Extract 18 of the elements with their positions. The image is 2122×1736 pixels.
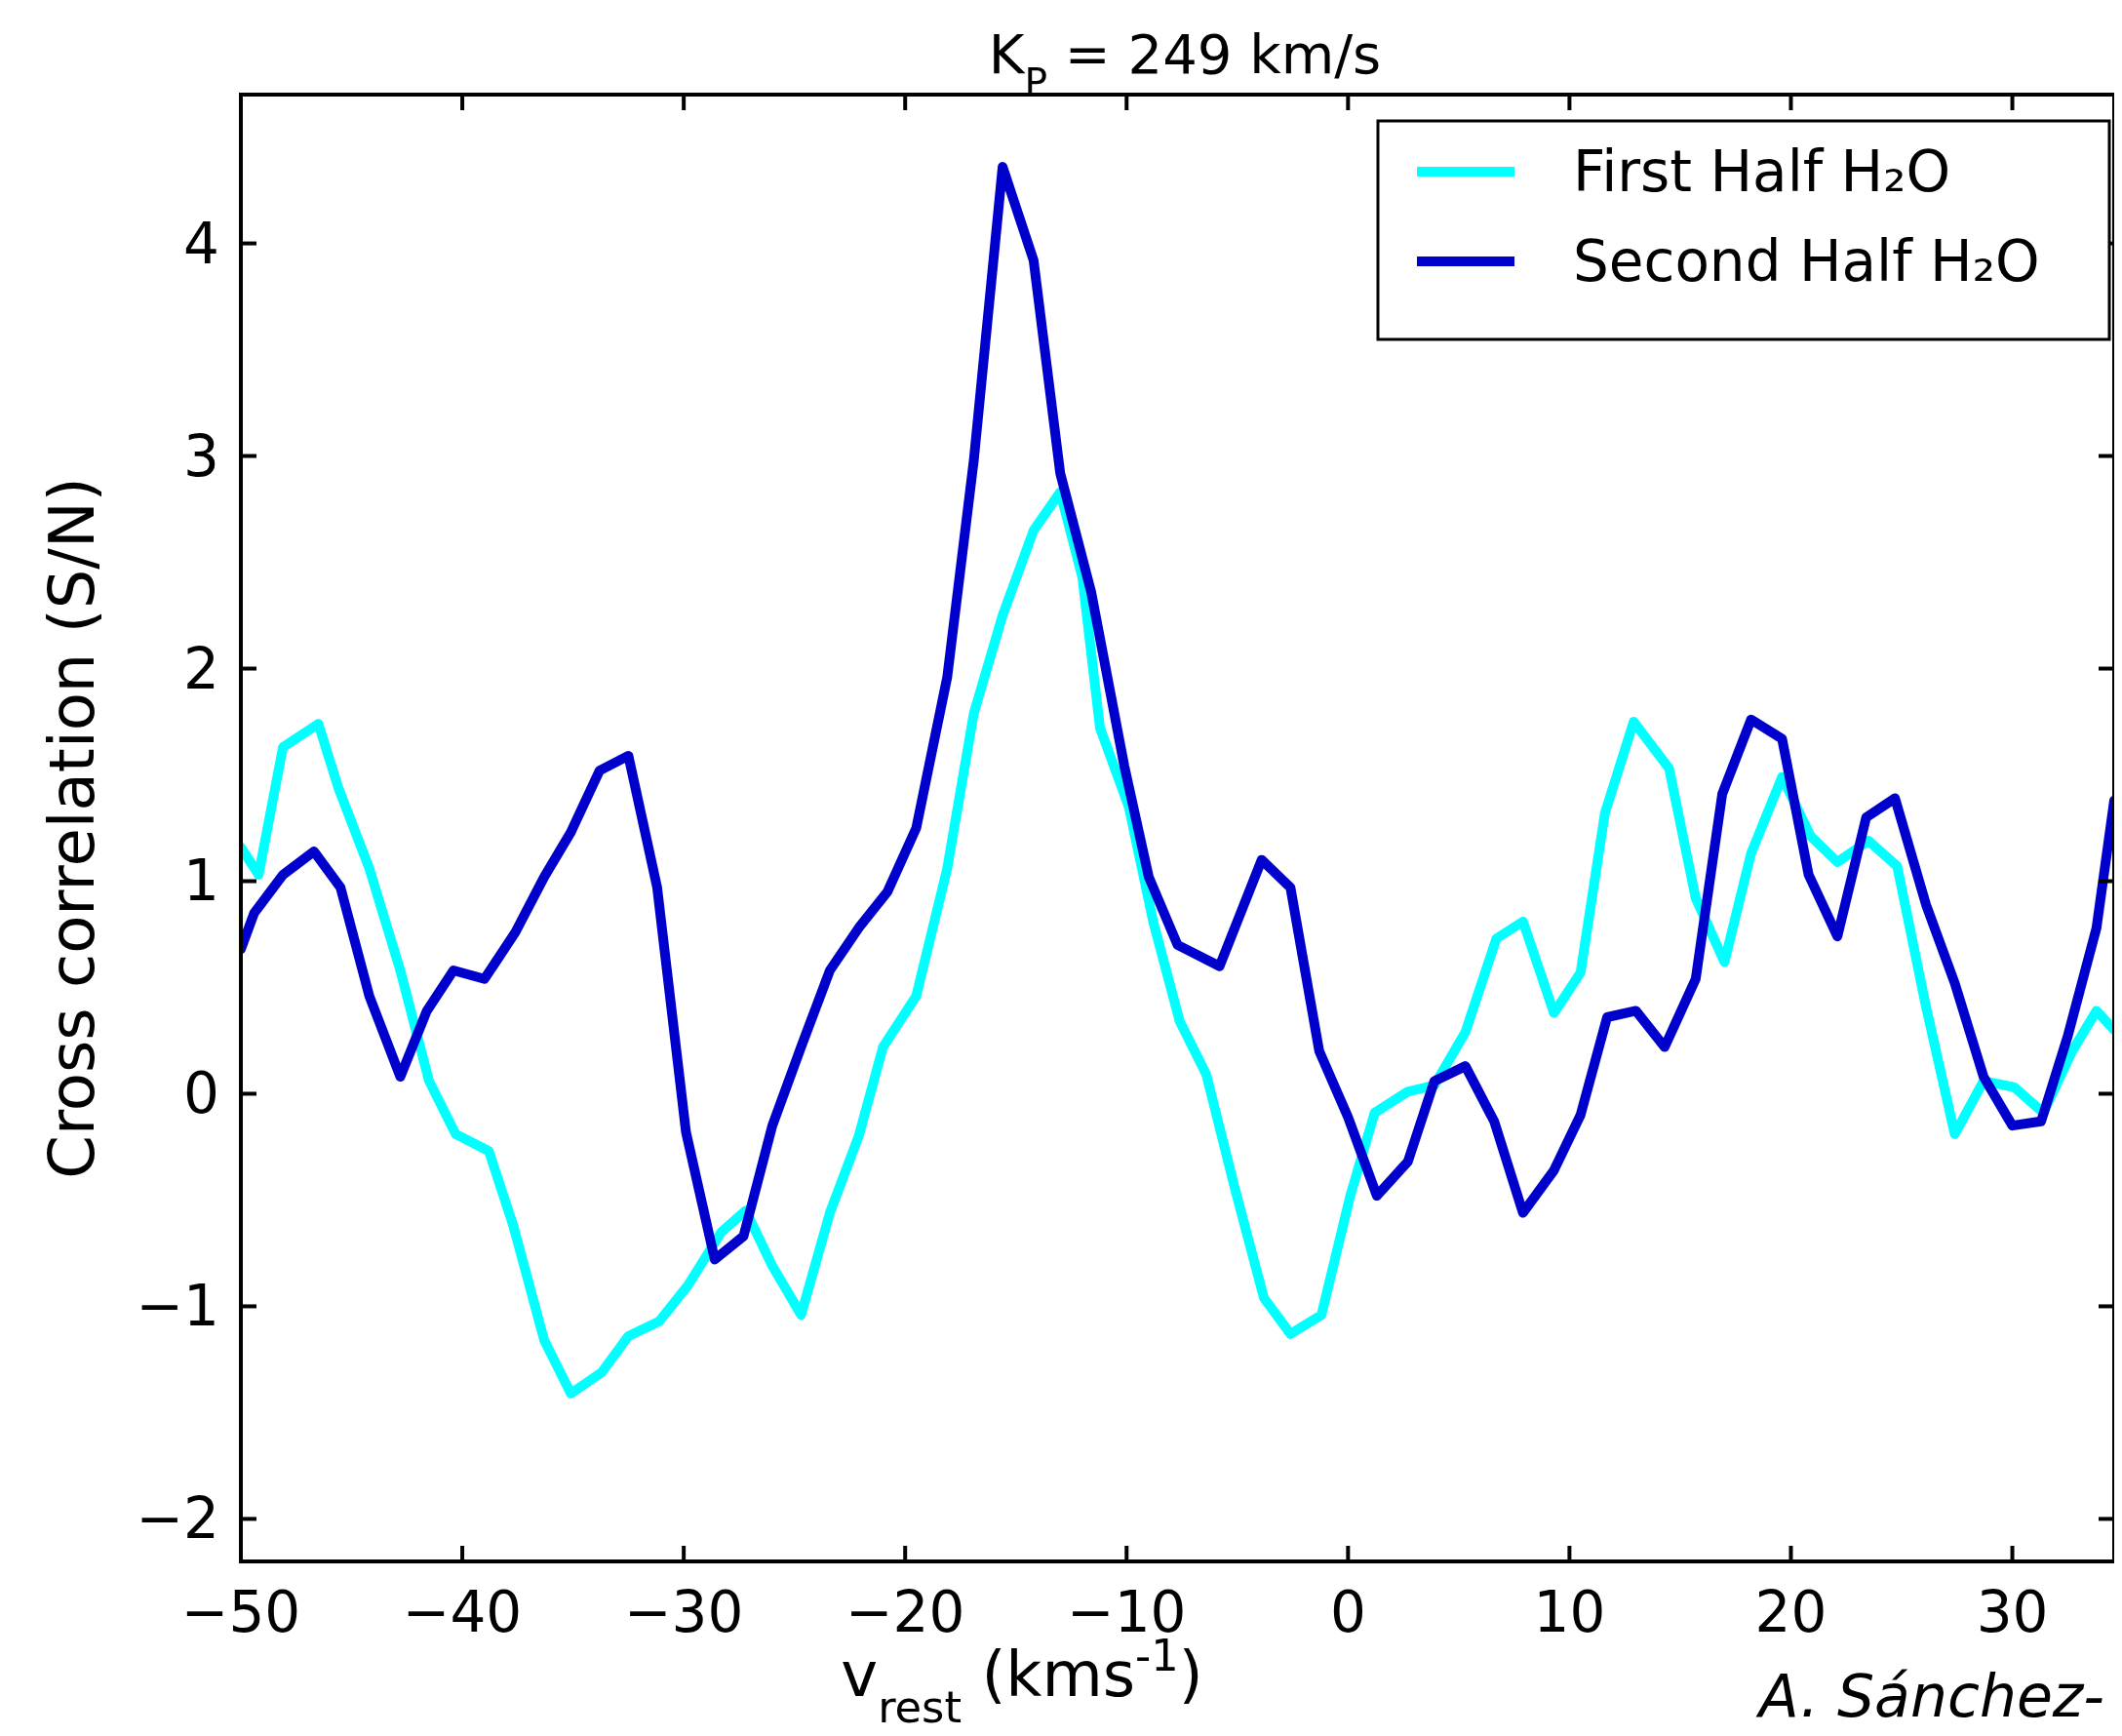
y-tick-label: 4 xyxy=(183,210,219,277)
x-tick-label: 10 xyxy=(1533,1579,1606,1645)
y-tick-label: 2 xyxy=(183,635,219,702)
x-tick-label: −50 xyxy=(180,1579,301,1645)
y-tick-label: 0 xyxy=(183,1060,219,1127)
y-tick-label: −2 xyxy=(136,1485,219,1553)
y-tick-label: 1 xyxy=(183,848,219,915)
x-tick-label: 0 xyxy=(1329,1579,1366,1645)
legend-label: First Half H₂O xyxy=(1573,138,1951,205)
x-tick-label: 20 xyxy=(1754,1579,1827,1645)
legend-label: Second Half H₂O xyxy=(1573,228,2040,295)
y-tick-label: −1 xyxy=(136,1273,219,1340)
y-axis-title: Cross correlation (S/N) xyxy=(36,477,108,1179)
text: A. Sánchez- xyxy=(1754,1662,2104,1730)
x-tick-label: −40 xyxy=(402,1579,523,1645)
x-tick-label: −30 xyxy=(623,1579,744,1645)
y-tick-label: 3 xyxy=(183,422,219,490)
x-tick-label: 30 xyxy=(1976,1579,2049,1645)
